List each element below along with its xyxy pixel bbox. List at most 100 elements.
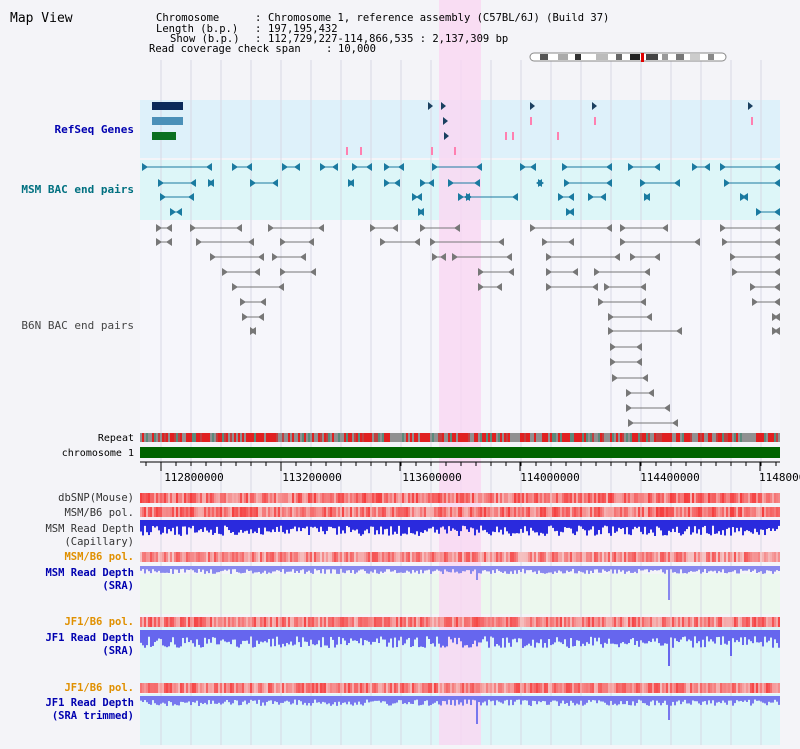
snp-density-cell [176,617,178,627]
refseq-genes-label[interactable]: RefSeq Genes [55,123,134,136]
snp-density-cell [392,552,394,562]
jf1-depth-trim-label[interactable]: JF1 Read Depth [45,697,134,709]
chromosome-label[interactable]: chromosome 1 [62,448,134,459]
gene-tick [360,147,362,155]
snp-density-cell [370,493,372,503]
depth-bar [330,566,332,574]
depth-bar [582,696,584,706]
snp-density-cell [654,552,656,562]
snp-density-cell [178,552,180,562]
depth-bar [242,566,244,574]
depth-bar [334,696,336,703]
msm-depth-capillary-label[interactable]: MSM Read Depth [45,523,134,535]
repeat-segment [402,433,404,442]
msm-bac-label[interactable]: MSM BAC end pairs [21,183,134,196]
snp-density-cell [344,507,346,517]
snp-density-cell [272,493,274,503]
repeat-segment [356,433,358,442]
snp-density-cell [358,493,360,503]
depth-bar [536,630,538,643]
jf1-depth-sra-label[interactable]: JF1 Read Depth [45,632,134,644]
snp-density-cell [336,617,338,627]
dbsnp-label[interactable]: dbSNP(Mouse) [58,492,134,504]
tick-label: 113600000 [402,471,462,484]
depth-bar [678,696,680,701]
repeat-segment [378,433,380,442]
depth-bar [390,630,392,639]
depth-bar [766,696,768,706]
snp-density-cell [346,552,348,562]
msm-b6-pol-label[interactable]: MSM/B6 pol. [64,507,134,519]
snp-density-cell [494,552,496,562]
depth-bar [248,520,250,534]
repeat-segment [446,433,448,442]
depth-bar [438,630,440,644]
snp-density-cell [190,683,192,693]
snp-density-cell [694,507,696,517]
bac-end [640,283,646,291]
depth-bar [462,630,464,648]
repeat-label[interactable]: Repeat [98,433,134,444]
depth-bar [442,520,444,527]
depth-bar [494,566,496,574]
depth-bar [204,696,206,703]
snp-density-cell [426,507,428,517]
repeat-segment [546,433,548,442]
snp-density-cell [724,552,726,562]
snp-density-cell [596,493,598,503]
depth-bar [686,520,688,530]
snp-density-cell [760,507,762,517]
snp-density-cell [746,683,748,693]
snp-density-cell [688,552,690,562]
msm-b6-pol-label-2[interactable]: MSM/B6 pol. [64,551,134,563]
snp-density-cell [366,617,368,627]
jf1-b6-pol-label-2[interactable]: JF1/B6 pol. [64,682,134,694]
snp-density-cell [174,683,176,693]
depth-bar [428,520,430,529]
snp-density-cell [482,617,484,627]
snp-density-cell [144,507,146,517]
depth-bar [358,630,360,644]
depth-bar [216,520,218,527]
depth-bar [574,630,576,646]
snp-density-cell [218,617,220,627]
depth-bar [406,520,408,535]
repeat-segment [532,433,534,442]
snp-density-cell [314,507,316,517]
depth-bar [466,696,468,704]
repeat-segment [218,433,220,442]
depth-bar [342,566,344,573]
snp-density-cell [406,507,408,517]
depth-bar [612,696,614,705]
snp-density-cell [264,552,266,562]
repeat-segment [608,433,610,442]
depth-bar [170,696,172,703]
repeat-segment [670,433,672,442]
chromosome-ideogram[interactable] [529,52,727,62]
bac-end [280,268,286,276]
snp-density-cell [632,507,634,517]
snp-density-cell [734,507,736,517]
repeat-segment [496,433,498,442]
depth-bar [396,520,398,534]
snp-density-cell [522,617,524,627]
depth-bar [150,520,152,533]
snp-density-cell [250,507,252,517]
snp-density-cell [678,683,680,693]
snp-density-cell [600,493,602,503]
snp-density-cell [442,552,444,562]
depth-bar [618,630,620,648]
msm-depth-sra-label[interactable]: MSM Read Depth [45,567,134,579]
depth-bar [236,696,238,701]
b6n-bac-label[interactable]: B6N BAC end pairs [21,319,134,332]
depth-bar [374,630,376,642]
snp-density-cell [450,507,452,517]
depth-bar [756,630,758,643]
jf1-b6-pol-label[interactable]: JF1/B6 pol. [64,616,134,628]
snp-density-cell [420,493,422,503]
snp-density-cell [580,552,582,562]
snp-density-cell [378,683,380,693]
bac-end [732,268,738,276]
repeat-segment [734,433,736,442]
snp-density-cell [194,617,196,627]
